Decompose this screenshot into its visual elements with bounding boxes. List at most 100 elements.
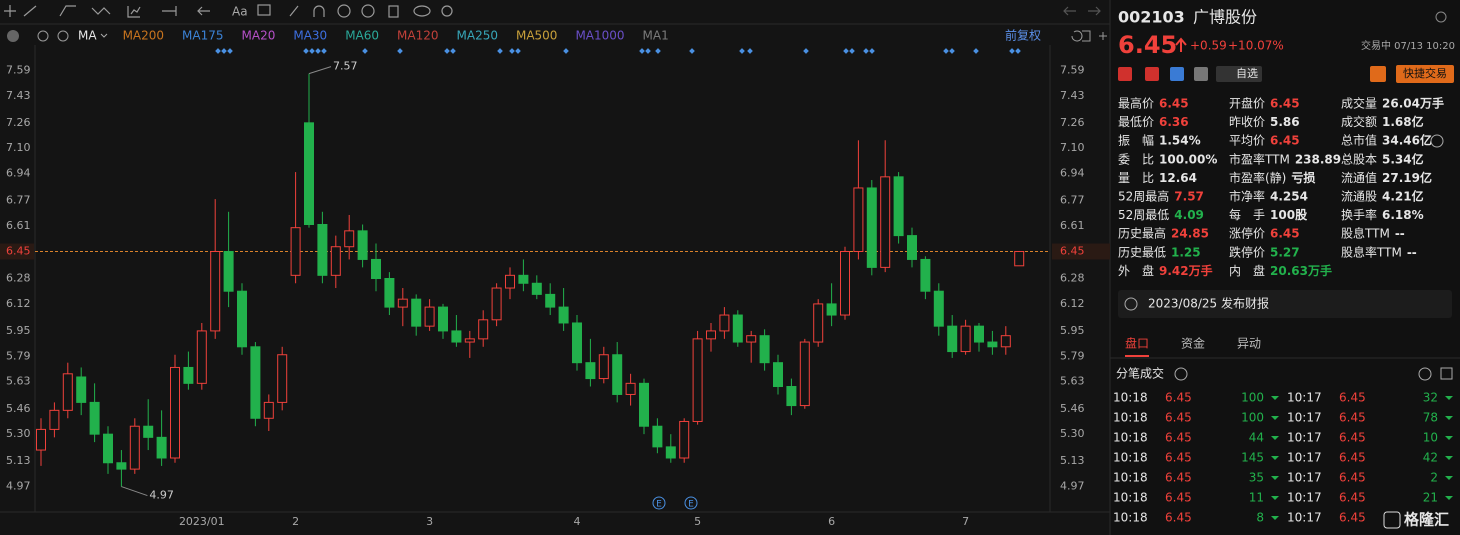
trade-label[interactable]: 快捷交易: [1403, 66, 1447, 80]
ma-item[interactable]: MA500: [516, 29, 557, 43]
tool-magnet[interactable]: [313, 5, 325, 17]
collapse-button[interactable]: [7, 30, 19, 42]
event-flag[interactable]: [655, 48, 661, 54]
tab[interactable]: 盘口: [1125, 336, 1149, 351]
tool-back[interactable]: [197, 6, 210, 16]
trades-more[interactable]: [1418, 367, 1432, 381]
event-flag[interactable]: [747, 48, 753, 54]
view-buttons[interactable]: [1071, 30, 1107, 42]
event-flag[interactable]: [803, 48, 809, 54]
badge[interactable]: [1194, 67, 1208, 81]
event-flag[interactable]: [689, 48, 695, 54]
stat-label: 52周最低: [1118, 208, 1169, 222]
tool-measure[interactable]: [162, 6, 177, 16]
candle-body: [545, 293, 556, 308]
ma-item[interactable]: MA1: [643, 29, 669, 43]
tool-eye[interactable]: [337, 4, 351, 18]
trade-price: 6.45: [1339, 451, 1366, 465]
ma-settings[interactable]: [37, 30, 49, 42]
ma-item[interactable]: MA: [78, 29, 97, 43]
tool-wave[interactable]: [91, 7, 111, 15]
tool-link[interactable]: [413, 5, 431, 17]
more-icon[interactable]: [1430, 134, 1444, 148]
ma-item[interactable]: MA175: [182, 29, 223, 43]
event-flag[interactable]: [639, 48, 645, 54]
tool-ray[interactable]: [59, 5, 76, 17]
notice[interactable]: 2023/08/25 发布财报: [1148, 296, 1269, 311]
y-tick-label: 5.79: [6, 349, 31, 362]
tool-delete[interactable]: [388, 5, 399, 18]
stat-label: 总市值: [1341, 133, 1377, 148]
tool-crosshair[interactable]: [4, 5, 16, 17]
stat-label: 量 比: [1118, 171, 1154, 185]
y-tick-label: 6.28: [6, 272, 31, 285]
candle-body: [424, 306, 435, 327]
font-tool[interactable]: Aa: [232, 5, 248, 19]
candle-body: [813, 303, 824, 343]
candle-body: [920, 258, 931, 292]
badge[interactable]: [1118, 67, 1132, 81]
candle-body: [237, 290, 247, 348]
stat-value: 6.18%: [1382, 208, 1424, 222]
event-flag[interactable]: [849, 48, 855, 54]
price-line-label-right: 6.45: [1060, 244, 1085, 257]
stat-label: 换手率: [1341, 207, 1377, 222]
event-flag[interactable]: [563, 48, 569, 54]
event-flag[interactable]: [863, 48, 869, 54]
tool-hide[interactable]: [361, 4, 375, 18]
tool-note[interactable]: [257, 4, 271, 16]
event-marker[interactable]: [652, 496, 666, 510]
alert-btn[interactable]: [1370, 66, 1386, 82]
undo-redo[interactable]: [1063, 6, 1101, 16]
candle-body: [451, 330, 462, 343]
ma-item[interactable]: MA1000: [575, 29, 624, 43]
ma-close[interactable]: [57, 30, 69, 42]
adjust-mode[interactable]: 前复权: [1005, 28, 1041, 43]
trades-expand[interactable]: [1440, 367, 1453, 380]
tool-pen[interactable]: [289, 5, 299, 17]
event-flag[interactable]: [943, 48, 949, 54]
tab[interactable]: 资金: [1181, 336, 1205, 351]
event-flag[interactable]: [645, 48, 651, 54]
tool-settings[interactable]: [441, 5, 453, 17]
ma-dropdown[interactable]: [100, 33, 108, 38]
trade-price: 6.45: [1339, 471, 1366, 485]
drawing-tools[interactable]: [4, 4, 1101, 18]
event-flag[interactable]: [515, 48, 521, 54]
x-tick-label: 2023/01: [179, 515, 225, 528]
trade-btn[interactable]: [1396, 65, 1454, 83]
ma-item[interactable]: MA60: [345, 29, 379, 43]
candle-body: [116, 462, 127, 470]
tab[interactable]: 异动: [1237, 337, 1261, 351]
chart-controls[interactable]: [7, 30, 1107, 42]
tool-chart[interactable]: [127, 6, 141, 18]
trade-price: 6.45: [1339, 411, 1366, 425]
ma-item[interactable]: MA200: [123, 29, 164, 43]
event-marker[interactable]: [684, 496, 698, 510]
event-flag[interactable]: [739, 48, 745, 54]
stat-label: 内 盘: [1229, 263, 1265, 278]
watch-btn[interactable]: [1216, 66, 1262, 82]
candle-body: [103, 433, 113, 464]
event-marker-label[interactable]: E: [688, 500, 694, 510]
watch-label[interactable]: 自选: [1236, 67, 1258, 80]
event-flag[interactable]: [1009, 48, 1015, 54]
ma-item[interactable]: MA250: [457, 29, 498, 43]
tool-line[interactable]: [23, 5, 37, 17]
event-marker-label[interactable]: E: [656, 500, 662, 510]
y-tick-label: 4.97: [6, 480, 31, 493]
event-flag[interactable]: [843, 48, 849, 54]
badge[interactable]: [1145, 67, 1159, 81]
ma-item[interactable]: MA120: [397, 29, 438, 43]
event-flag[interactable]: [1015, 48, 1021, 54]
event-flag[interactable]: [973, 48, 979, 54]
ma-item[interactable]: MA30: [293, 29, 327, 43]
notice-box[interactable]: [1118, 290, 1452, 318]
event-flag[interactable]: [949, 48, 955, 54]
settings-icon[interactable]: [1435, 11, 1447, 23]
ma-item[interactable]: MA20: [242, 29, 276, 43]
event-flag[interactable]: [869, 48, 875, 54]
candle-body: [786, 386, 797, 407]
badge[interactable]: [1170, 67, 1184, 81]
candle-body: [344, 230, 355, 248]
